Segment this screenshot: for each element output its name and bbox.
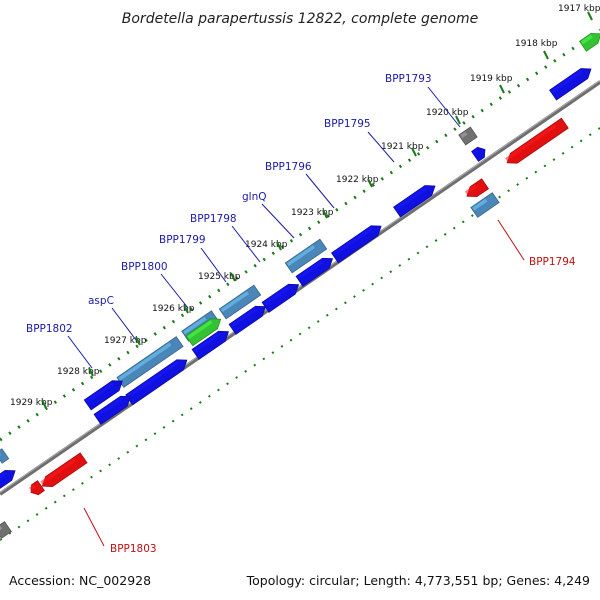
tick-mark — [322, 209, 328, 219]
tick-mark — [135, 336, 141, 346]
pseudo-arrow — [458, 126, 478, 146]
map-title: Bordetella parapertussis 12822, complete… — [122, 11, 478, 27]
tick-mark — [41, 399, 47, 409]
inner-dotted-track — [0, 127, 600, 541]
tick-label: 1924 kbp — [245, 240, 288, 250]
tick-mark — [88, 367, 94, 377]
gene-label[interactable]: BPP1802 — [26, 323, 73, 335]
misc-feature-arrow — [284, 238, 328, 274]
gene-leader-line — [367, 131, 395, 163]
tick-mark — [455, 115, 461, 125]
tick-mark — [411, 147, 417, 157]
tick-mark — [230, 272, 236, 282]
outer-dotted-track — [0, 28, 600, 442]
pseudo-arrow — [0, 521, 12, 539]
genome-backbone — [0, 80, 600, 496]
cds-arrow — [93, 395, 132, 425]
tick-mark — [183, 304, 189, 314]
tick-mark — [543, 50, 549, 60]
accession-text: Accession: NC_002928 — [9, 573, 152, 588]
tick-label: 1925 kbp — [198, 272, 241, 282]
gene-label[interactable]: BPP1796 — [265, 161, 312, 173]
cds-arrow — [261, 283, 300, 313]
misc-feature-arrow — [218, 284, 262, 320]
cds-arrow — [330, 225, 382, 264]
cds-arrow — [549, 68, 592, 101]
rna-arrow — [185, 318, 222, 347]
gene-label[interactable]: glnQ — [242, 191, 267, 203]
genome-summary-text: Topology: circular; Length: 4,773,551 bp… — [246, 573, 590, 588]
cds-arrow — [228, 305, 267, 335]
tick-label: 1919 kbp — [470, 74, 513, 84]
gene-leader-line — [111, 307, 137, 341]
cds-arrow — [295, 257, 334, 287]
kbp-ticks: 1917 kbp 1918 kbp 1919 kbp 1920 kbp 1921 kbp… — [10, 4, 600, 409]
gene-label[interactable]: BPP1798 — [190, 213, 237, 225]
gene-labels: BPP1793 BPP1795 BPP1796 glnQ BPP1798 BPP1799 B… — [26, 73, 576, 555]
cds-arrow — [393, 185, 436, 218]
gene-leader-line — [231, 225, 261, 263]
gene-leader-line — [83, 507, 105, 547]
gene-leader-line — [160, 273, 189, 309]
tick-label: 1918 kbp — [515, 39, 558, 49]
tick-label: 1926 kbp — [152, 304, 195, 314]
cds-arrow — [191, 330, 230, 360]
tick-label: 1922 kbp — [336, 175, 379, 185]
gene-label[interactable]: aspC — [88, 295, 114, 307]
gene-leader-line — [305, 173, 335, 209]
tick-mark — [367, 178, 373, 188]
gene-label[interactable]: BPP1793 — [385, 73, 432, 85]
misc-feature-arrow — [470, 192, 500, 218]
tick-label: 1917 kbp — [558, 4, 600, 14]
gene-leader-line — [497, 219, 525, 261]
cds-arrow — [0, 469, 16, 489]
tick-label: 1923 kbp — [291, 208, 334, 218]
tick-label: 1928 kbp — [57, 367, 100, 377]
gene-leader-line — [200, 247, 227, 283]
gene-features — [0, 32, 600, 539]
cds-arrow — [83, 380, 123, 411]
tick-mark — [587, 11, 593, 21]
cds-arrow — [471, 146, 486, 162]
rna-arrow — [578, 32, 600, 52]
gene-label[interactable]: BPP1799 — [159, 234, 206, 246]
gene-leader-line — [427, 86, 461, 128]
tick-label: 1920 kbp — [426, 108, 469, 118]
reverse-cds-arrow — [40, 452, 88, 487]
reverse-cds-arrow — [505, 117, 569, 164]
tick-label: 1921 kbp — [381, 142, 424, 152]
gene-leader-line — [261, 203, 295, 239]
gene-label[interactable]: BPP1803 — [110, 543, 157, 555]
tick-mark — [276, 241, 282, 251]
tick-mark — [499, 84, 505, 94]
reverse-cds-arrow — [29, 480, 45, 496]
gene-label[interactable]: BPP1795 — [324, 118, 371, 130]
gene-leader-line — [67, 335, 93, 369]
misc-feature-arrow — [0, 448, 10, 464]
gene-label[interactable]: BPP1794 — [529, 256, 576, 268]
tick-label: 1927 kbp — [104, 336, 147, 346]
tick-label: 1929 kbp — [10, 398, 53, 408]
gene-label[interactable]: BPP1800 — [121, 261, 168, 273]
reverse-cds-arrow — [464, 178, 490, 198]
cds-arrow — [125, 359, 188, 406]
